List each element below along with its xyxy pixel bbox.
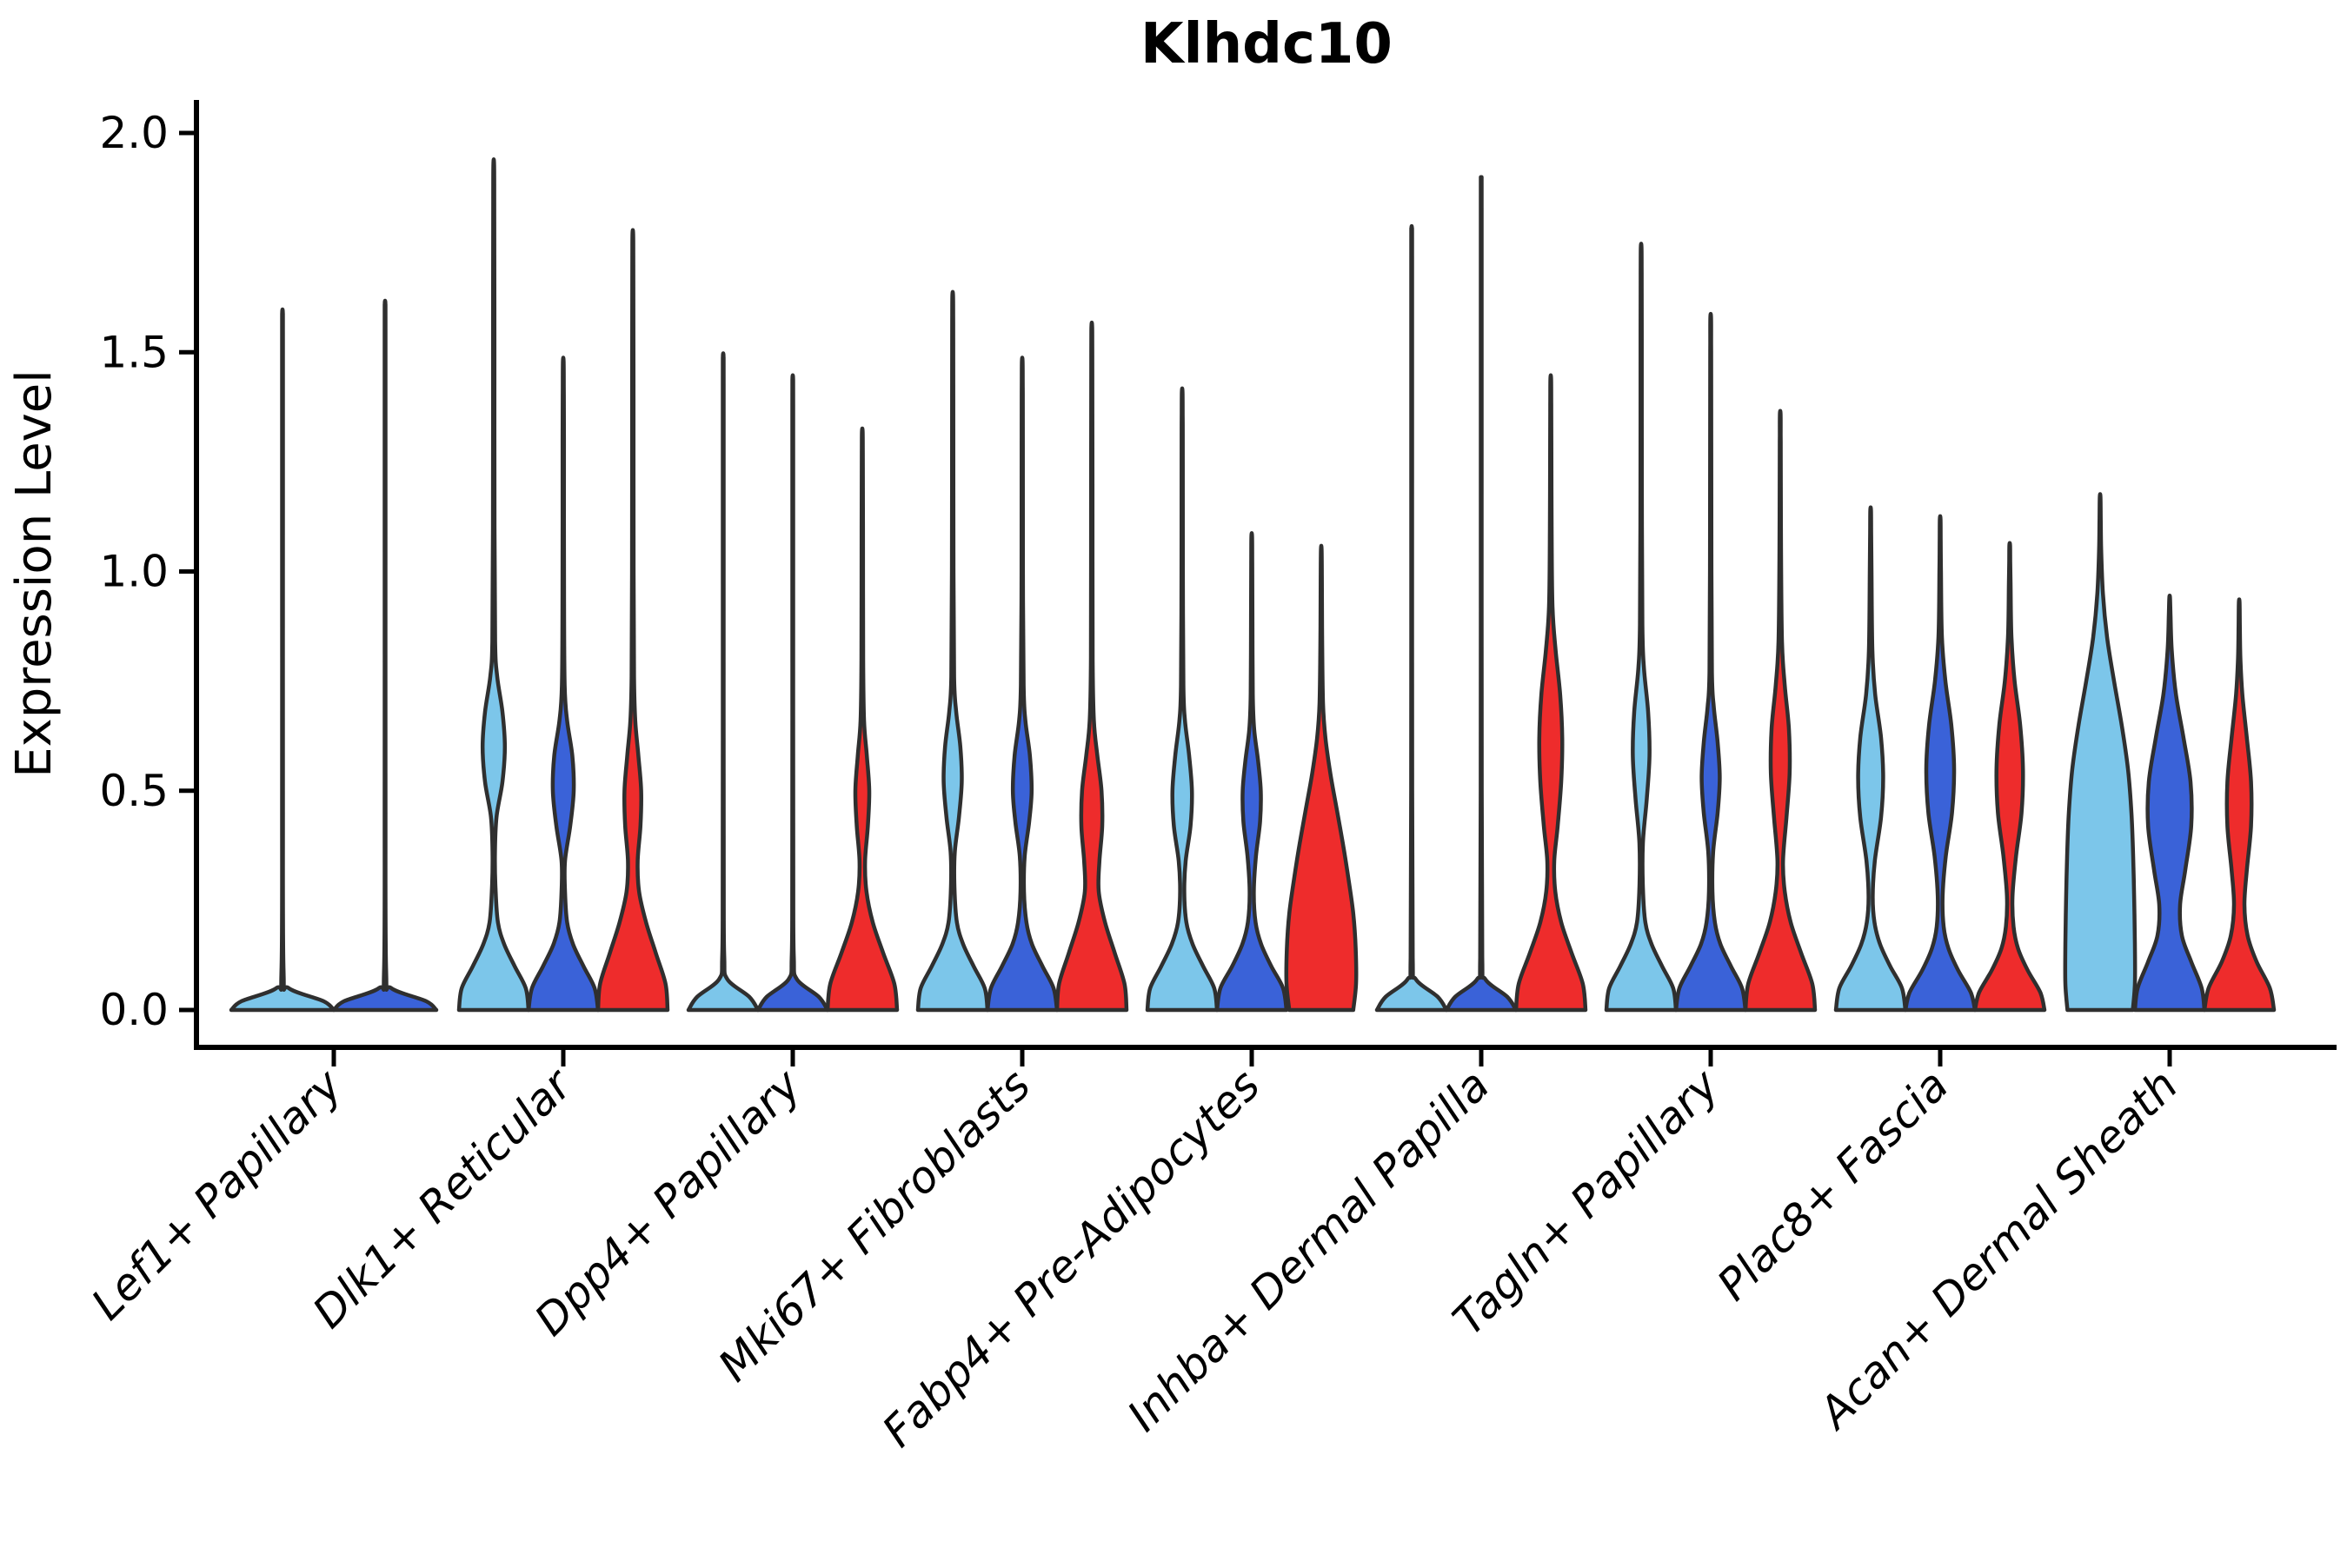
- violin-mki67-red: [1054, 320, 1129, 1013]
- violin-acan-royal_blue: [2132, 594, 2207, 1013]
- violin-mki67-royal_blue: [985, 355, 1060, 1013]
- violin-mki67-light_blue: [915, 289, 990, 1013]
- y-tick-label: 2.0: [99, 108, 169, 158]
- violin-plac8-red: [1972, 541, 2047, 1013]
- chart-title: Klhdc10: [1140, 12, 1393, 76]
- y-tick-label: 0.5: [99, 766, 169, 816]
- violin-fabp4-light_blue: [1145, 386, 1220, 1013]
- violin-lef1-royal_blue: [331, 298, 439, 1013]
- y-axis-label: Expression Level: [6, 369, 63, 778]
- violin-dpp4-light_blue: [686, 351, 761, 1013]
- violin-dlk1-red: [595, 228, 670, 1013]
- x-tick-label: Lef1+ Papillary: [82, 1059, 352, 1329]
- violin-inhba-light_blue: [1374, 223, 1449, 1013]
- y-tick-label: 0.0: [99, 985, 169, 1035]
- violin-inhba-red: [1513, 373, 1588, 1013]
- violin-acan-red: [2202, 597, 2277, 1013]
- violin-tagln-royal_blue: [1673, 311, 1748, 1013]
- y-tick-label: 1.0: [99, 547, 169, 597]
- violin-fabp4-royal_blue: [1214, 531, 1289, 1013]
- violins-layer: [229, 157, 2277, 1013]
- y-tick-label: 1.5: [99, 327, 169, 377]
- violin-lef1-light_blue: [229, 307, 336, 1013]
- violin-plac8-light_blue: [1833, 505, 1908, 1013]
- violin-acan-light_blue: [2063, 492, 2138, 1013]
- violin-dlk1-royal_blue: [526, 355, 601, 1013]
- x-tick-label: Plac8+ Fascia: [1708, 1060, 1958, 1310]
- violin-dpp4-red: [825, 426, 900, 1013]
- violin-dpp4-royal_blue: [755, 373, 830, 1013]
- x-tick-label: Fabp4+ Pre-Adipocytes: [873, 1060, 1270, 1457]
- violin-plac8-royal_blue: [1903, 514, 1978, 1013]
- violin-tagln-light_blue: [1604, 242, 1679, 1013]
- x-tick-label: Inhba+ Dermal Papilla: [1118, 1060, 1499, 1440]
- violin-inhba-royal_blue: [1444, 175, 1519, 1013]
- violin-tagln-red: [1743, 409, 1818, 1013]
- violin-dlk1-light_blue: [456, 157, 531, 1013]
- violin-fabp4-red: [1284, 543, 1359, 1013]
